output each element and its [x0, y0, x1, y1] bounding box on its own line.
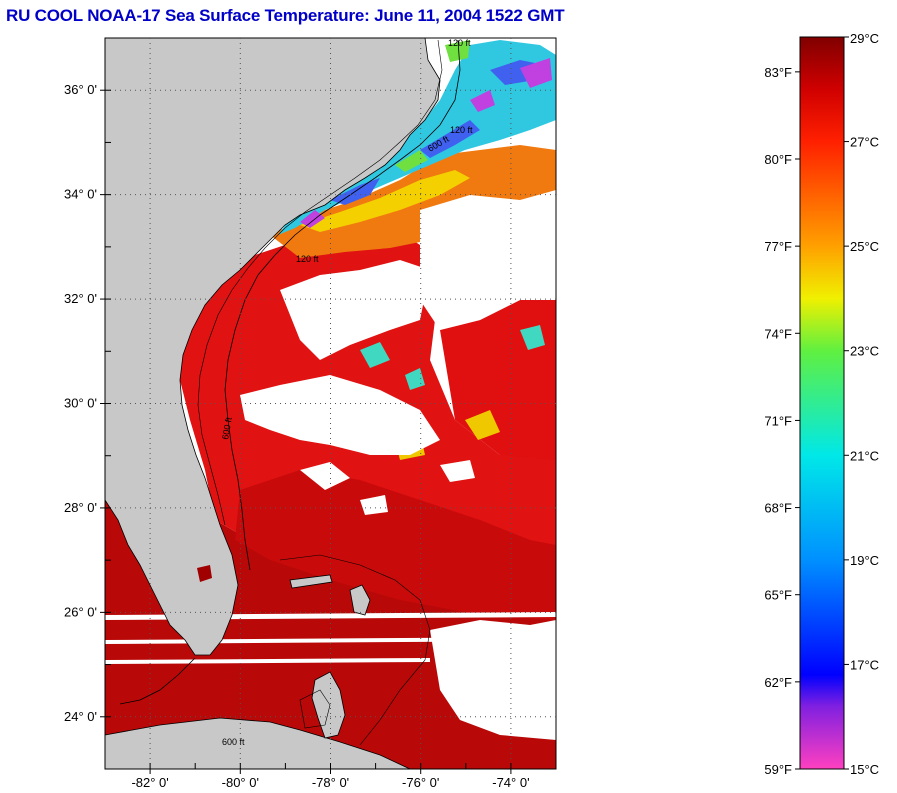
fahrenheit-label: 83°F [764, 65, 792, 80]
lat-tick-label: 26° 0' [64, 604, 97, 619]
fahrenheit-label: 80°F [764, 152, 792, 167]
fahrenheit-label: 59°F [764, 762, 792, 777]
fahrenheit-label: 65°F [764, 588, 792, 603]
isobath-label: 120 ft [450, 125, 473, 135]
longitude-axis: -82° 0' -80° 0' -78° 0' -76° 0' -74° 0' [104, 763, 557, 790]
fahrenheit-label: 71°F [764, 413, 792, 428]
isobath-bahamas [279, 554, 431, 746]
map-title: RU COOL NOAA-17 Sea Surface Temperature:… [6, 6, 565, 25]
isobath-label: 600 ft [222, 737, 245, 747]
lat-tick-label: 28° 0' [64, 500, 97, 515]
celsius-label: 17°C [850, 657, 879, 672]
cloud-cover-south [430, 620, 556, 740]
lon-tick-label: -80° 0' [222, 775, 259, 790]
cloud-cover-patch [300, 460, 475, 515]
cloud-cover-north [420, 190, 556, 330]
isobath-labels: 120 ft 120 ft 600 ft 600 ft 120 ft 600 f… [220, 38, 473, 747]
isobath-600ft [224, 39, 461, 571]
celsius-label: 15°C [850, 762, 879, 777]
land-mainland [104, 37, 441, 656]
map-frame: 120 ft 120 ft 600 ft 600 ft 120 ft 600 f… [64, 37, 557, 790]
celsius-label: 23°C [850, 344, 879, 359]
latitude-axis: 36° 0' 34° 0' 32° 0' 30° 0' 28° 0' 26° 0' 24° … [64, 37, 111, 770]
celsius-label: 27°C [850, 135, 879, 150]
land-bahamas-abaco [349, 584, 371, 616]
land-florida-keys [119, 657, 196, 705]
celsius-label: 19°C [850, 553, 879, 568]
celsius-label: 25°C [850, 239, 879, 254]
lat-tick-label: 24° 0' [64, 709, 97, 724]
colorbar-bar [799, 36, 845, 770]
fahrenheit-label: 77°F [764, 239, 792, 254]
isobath-120ft [197, 39, 443, 526]
lat-tick-label: 32° 0' [64, 291, 97, 306]
lon-tick-label: -78° 0' [312, 775, 349, 790]
colorbar-fahrenheit-labels: 83°F 80°F 77°F 74°F 71°F 68°F 65°F 62°F 59°F [764, 65, 800, 777]
cloud-cover-central [280, 260, 430, 360]
colorbar: 29°C 27°C 25°C 23°C 21°C 19°C 17°C 15°C 83°F 80°… [764, 31, 879, 777]
lat-tick-label: 34° 0' [64, 187, 97, 202]
celsius-label: 29°C [850, 31, 879, 46]
fahrenheit-label: 74°F [764, 326, 792, 341]
land-lake-okeechobee [197, 565, 212, 582]
colorbar-celsius-labels: 29°C 27°C 25°C 23°C 21°C 19°C 17°C 15°C [844, 31, 879, 777]
isobath-label: 120 ft [448, 38, 471, 48]
graticule [105, 38, 556, 769]
cloud-streaks [105, 612, 556, 664]
isobath-label: 120 ft [296, 254, 319, 264]
lat-tick-label: 30° 0' [64, 396, 97, 411]
sst-green-patches [395, 40, 470, 172]
isobath-label: 600 ft [220, 416, 234, 440]
cloud-cover-mid [240, 375, 440, 455]
sst-magenta-patches [300, 58, 552, 228]
land-bahamas-grand [289, 574, 333, 589]
fahrenheit-label: 68°F [764, 501, 792, 516]
celsius-label: 21°C [850, 448, 879, 463]
land-bahamas-andros [311, 671, 346, 739]
sst-yellow-band [300, 170, 470, 232]
lat-tick-label: 36° 0' [64, 82, 97, 97]
lon-tick-label: -82° 0' [131, 775, 168, 790]
lon-tick-label: -74° 0' [492, 775, 529, 790]
lon-tick-label: -76° 0' [402, 775, 439, 790]
fahrenheit-label: 62°F [764, 675, 792, 690]
